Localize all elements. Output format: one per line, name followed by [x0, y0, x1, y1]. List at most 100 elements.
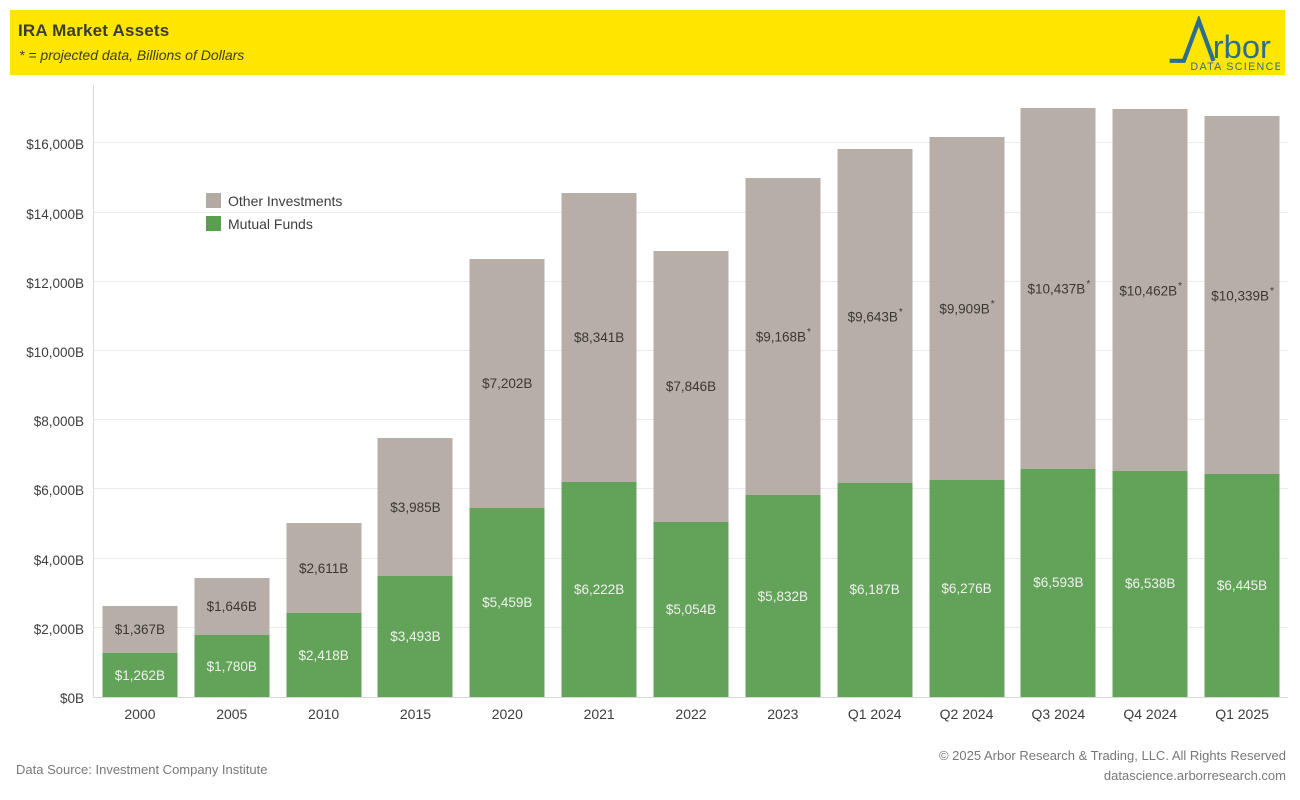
- x-axis-label: Q1 2025: [1215, 706, 1269, 722]
- x-axis-label: 2021: [583, 706, 615, 722]
- projected-asterisk: *: [807, 327, 811, 339]
- bar-segment-other-investments[interactable]: $1,646B: [194, 578, 270, 636]
- website-link[interactable]: datascience.arborresearch.com: [1103, 768, 1286, 783]
- legend-swatch-other-investments: [206, 193, 221, 208]
- bar-value-label: $7,202B: [482, 376, 533, 392]
- projected-asterisk: *: [898, 306, 903, 318]
- data-source-note: Data Source: Investment Company Institut…: [16, 762, 268, 777]
- x-axis-label: 2015: [399, 706, 432, 722]
- bar-segment-mutual-funds[interactable]: $6,538B: [1112, 470, 1188, 697]
- page-title: IRA Market Assets: [18, 21, 170, 40]
- plot-area: $1,262B $1,367B 2000 $1,780B $1,646B 2005 $2,4…: [93, 85, 1288, 722]
- y-axis-tick-label: $12,000B: [26, 275, 84, 291]
- bar-series: $1,262B $1,367B 2000 $1,780B $1,646B 2005 $2,4…: [94, 85, 1288, 722]
- bar-segment-other-investments[interactable]: $10,437B*: [1020, 107, 1096, 469]
- bar-group: $5,459B $7,202B 2020: [461, 85, 553, 722]
- bar-segment-other-investments[interactable]: $7,846B: [653, 250, 729, 523]
- bar-value-label: $6,222B: [573, 581, 625, 597]
- legend-label: Mutual Funds: [228, 215, 313, 232]
- bar-segment-mutual-funds[interactable]: $1,780B: [194, 635, 270, 697]
- legend-item-mutual-funds[interactable]: Mutual Funds: [206, 212, 342, 235]
- y-axis: $0B $2,000B $4,000B $6,000B $8,000B $10,000B $…: [0, 85, 84, 706]
- bar-group: $5,832B $9,168B* 2023: [737, 85, 829, 722]
- legend-item-other-investments[interactable]: Other Investments: [206, 189, 342, 212]
- bar-segment-other-investments[interactable]: $10,339B*: [1204, 116, 1280, 475]
- bar-segment-mutual-funds[interactable]: $2,418B: [286, 613, 362, 697]
- bar-segment-other-investments[interactable]: $3,985B: [377, 438, 453, 577]
- arbor-logo: rbor DATA SCIENCE: [1169, 16, 1280, 72]
- x-axis-label: Q3 2024: [1031, 706, 1086, 722]
- gridline: [94, 142, 1288, 144]
- bar-value-label: $3,985B: [390, 499, 441, 515]
- copyright-block: © 2025 Arbor Research & Trading, LLC. Al…: [939, 746, 1286, 786]
- x-axis-label: Q2 2024: [939, 706, 994, 722]
- bar-segment-mutual-funds[interactable]: $5,459B: [469, 508, 545, 697]
- bar-segment-mutual-funds[interactable]: $5,832B: [745, 495, 821, 697]
- bar-segment-mutual-funds[interactable]: $1,262B: [102, 653, 178, 697]
- bar-segment-mutual-funds[interactable]: $5,054B: [653, 522, 729, 697]
- bar-segment-other-investments[interactable]: $9,909B*: [929, 137, 1005, 480]
- bar-segment-other-investments[interactable]: $9,643B*: [837, 149, 913, 483]
- y-axis-tick-label: $10,000B: [26, 345, 84, 360]
- page-subtitle: * = projected data, Billions of Dollars: [19, 47, 245, 63]
- bar-value-label: $5,832B: [757, 588, 808, 604]
- projected-asterisk: *: [1086, 279, 1091, 291]
- arbor-logo-brand-text: rbor: [1213, 28, 1271, 65]
- copyright-text: © 2025 Arbor Research & Trading, LLC. Al…: [938, 748, 1286, 763]
- bar-value-label: $8,341B: [573, 329, 625, 345]
- bar-value-label: $3,493B: [390, 629, 441, 645]
- bar-value-label: $10,339B*: [1211, 285, 1274, 304]
- bar-value-label: $9,909B*: [939, 299, 995, 317]
- bar-segment-other-investments[interactable]: $8,341B: [561, 193, 637, 482]
- x-axis-label: 2000: [124, 706, 156, 722]
- bar-value-label: $2,418B: [298, 647, 349, 663]
- bar-value-label: $1,780B: [206, 658, 257, 674]
- projected-asterisk: *: [990, 299, 995, 311]
- arbor-logo-peak-icon: [1169, 16, 1216, 63]
- bar-segment-mutual-funds[interactable]: $6,222B: [561, 481, 637, 697]
- bar-segment-other-investments[interactable]: $1,367B: [102, 606, 178, 654]
- bar-value-label: $5,054B: [665, 602, 717, 618]
- bar-segment-other-investments[interactable]: $9,168B*: [745, 178, 821, 496]
- x-axis-label: 2005: [216, 706, 248, 722]
- bar-segment-mutual-funds[interactable]: $6,276B: [929, 479, 1005, 697]
- arbor-logo-tagline-text: DATA SCIENCE: [1190, 61, 1280, 72]
- bar-value-label: $1,646B: [206, 599, 257, 615]
- bar-value-label: $1,367B: [114, 622, 166, 638]
- y-axis-tick-label: $16,000B: [26, 137, 84, 153]
- x-axis-label: 2020: [491, 706, 523, 722]
- bar-value-label: $6,538B: [1125, 576, 1176, 592]
- x-axis-label: 2023: [767, 706, 799, 722]
- bar-group: $5,054B $7,846B 2022: [645, 85, 737, 722]
- bar-value-label: $5,459B: [482, 595, 533, 611]
- legend-swatch-mutual-funds: [206, 216, 221, 231]
- y-axis-tick-label: $14,000B: [26, 206, 84, 222]
- bar-value-label: $7,846B: [665, 378, 717, 394]
- projected-asterisk: *: [1270, 285, 1274, 297]
- header-banner: IRA Market Assets * = projected data, Bi…: [10, 10, 1285, 75]
- bar-group: $6,187B $9,643B* Q1 2024: [829, 85, 921, 722]
- bar-value-label: $10,437B*: [1027, 279, 1091, 297]
- bar-group: $6,445B $10,339B* Q1 2025: [1196, 85, 1288, 722]
- bar-segment-other-investments[interactable]: $2,611B: [286, 523, 362, 614]
- bar-segment-other-investments[interactable]: $10,462B*: [1112, 108, 1188, 471]
- y-axis-tick-label: $2,000B: [33, 621, 84, 637]
- x-axis-label: 2010: [308, 706, 340, 722]
- bar-group: $1,262B $1,367B 2000: [94, 85, 186, 722]
- y-axis-tick-label: $6,000B: [33, 483, 84, 499]
- bar-group: $3,493B $3,985B 2015: [370, 85, 462, 722]
- bar-segment-mutual-funds[interactable]: $6,445B: [1204, 474, 1280, 697]
- bar-group: $2,418B $2,611B 2010: [278, 85, 370, 722]
- bar-segment-mutual-funds[interactable]: $3,493B: [377, 576, 453, 697]
- x-axis-label: 2022: [675, 706, 707, 722]
- bar-segment-mutual-funds[interactable]: $6,593B: [1020, 468, 1096, 697]
- legend: Other Investments Mutual Funds: [206, 189, 342, 235]
- bar-group: $6,276B $9,909B* Q2 2024: [921, 85, 1013, 722]
- x-axis-label: Q4 2024: [1123, 706, 1178, 722]
- bar-value-label: $9,643B*: [847, 306, 903, 325]
- bar-value-label: $2,611B: [298, 560, 349, 576]
- bar-value-label: $6,276B: [941, 580, 992, 596]
- bar-segment-other-investments[interactable]: $7,202B: [469, 258, 545, 509]
- projected-asterisk: *: [1178, 280, 1183, 292]
- bar-segment-mutual-funds[interactable]: $6,187B: [837, 482, 913, 697]
